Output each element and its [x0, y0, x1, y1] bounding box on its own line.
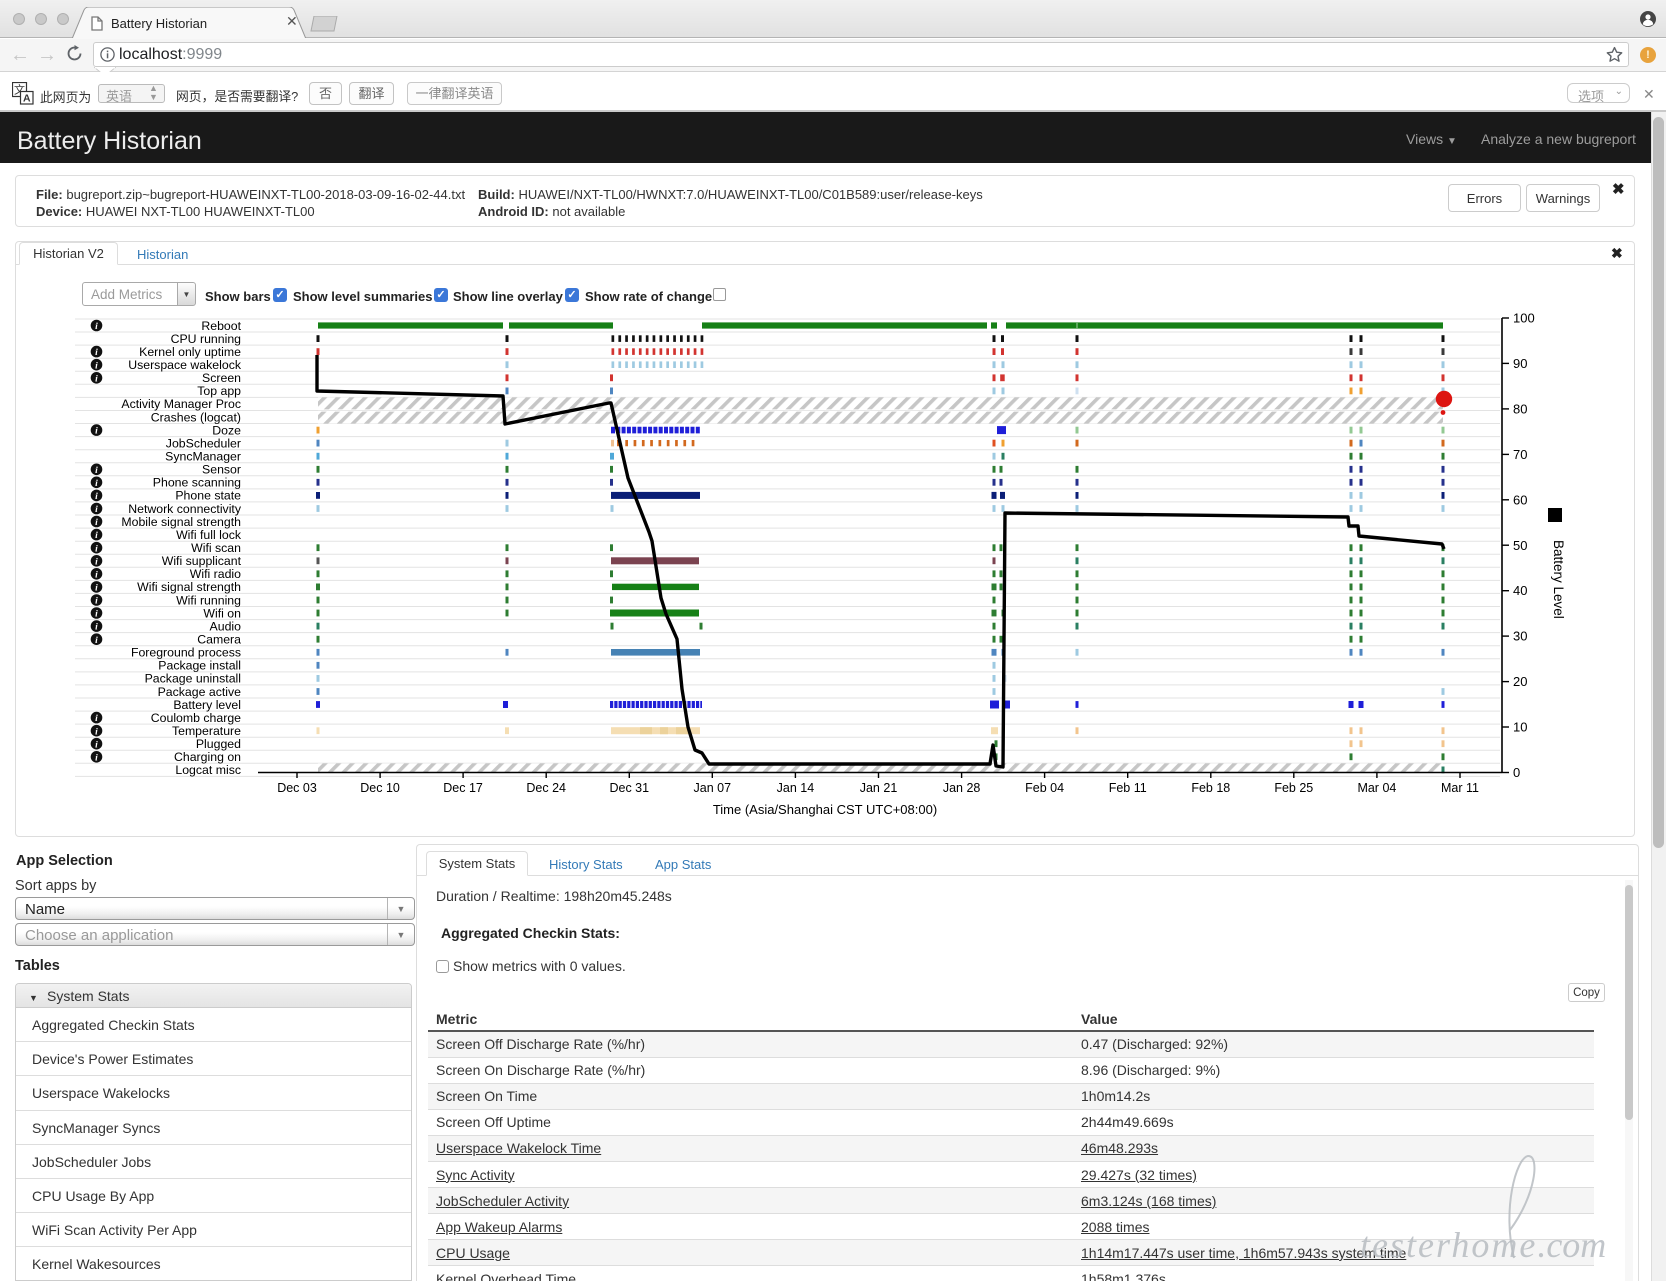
svg-text:Mar 04: Mar 04 [1357, 781, 1396, 795]
svg-text:i: i [95, 753, 98, 763]
svg-text:i: i [95, 518, 98, 528]
svg-text:Dec 31: Dec 31 [609, 781, 649, 795]
svg-text:Crashes (logcat): Crashes (logcat) [151, 410, 241, 424]
svg-text:Wifi radio: Wifi radio [190, 567, 241, 581]
svg-text:i: i [95, 740, 98, 750]
svg-text:Wifi full lock: Wifi full lock [176, 528, 242, 542]
svg-text:Coulomb charge: Coulomb charge [151, 711, 241, 725]
svg-text:i: i [95, 714, 98, 724]
svg-text:i: i [95, 361, 98, 371]
svg-text:SyncManager: SyncManager [165, 450, 241, 464]
svg-text:Mobile signal strength: Mobile signal strength [121, 515, 241, 529]
svg-text:i: i [95, 623, 98, 633]
svg-text:Camera: Camera [197, 633, 241, 647]
svg-text:Dec 10: Dec 10 [360, 781, 400, 795]
svg-text:CPU running: CPU running [171, 332, 242, 346]
svg-text:Charging on: Charging on [174, 750, 241, 764]
svg-text:Temperature: Temperature [172, 724, 241, 738]
svg-text:Battery level: Battery level [173, 698, 241, 712]
svg-text:Package install: Package install [158, 659, 241, 673]
svg-text:Audio: Audio [210, 619, 242, 633]
svg-text:Screen: Screen [202, 371, 241, 385]
svg-text:60: 60 [1513, 492, 1527, 507]
svg-text:Foreground process: Foreground process [131, 646, 241, 660]
svg-text:50: 50 [1513, 538, 1527, 553]
svg-text:Plugged: Plugged [196, 737, 241, 751]
svg-text:i: i [95, 374, 98, 384]
svg-text:Jan 07: Jan 07 [694, 781, 732, 795]
svg-text:Package uninstall: Package uninstall [145, 672, 241, 686]
svg-text:Wifi scan: Wifi scan [191, 541, 241, 555]
svg-text:i: i [95, 597, 98, 607]
svg-text:Feb 25: Feb 25 [1274, 781, 1313, 795]
svg-text:i: i [95, 322, 98, 332]
svg-text:Wifi running: Wifi running [176, 593, 241, 607]
svg-text:Reboot: Reboot [201, 319, 241, 333]
svg-text:Feb 11: Feb 11 [1109, 781, 1147, 795]
svg-text:Package active: Package active [158, 685, 242, 699]
svg-text:Wifi on: Wifi on [203, 606, 241, 620]
svg-text:10: 10 [1513, 720, 1527, 735]
svg-text:i: i [95, 610, 98, 620]
svg-text:Dec 03: Dec 03 [277, 781, 317, 795]
svg-text:Feb 04: Feb 04 [1025, 781, 1064, 795]
svg-text:Feb 18: Feb 18 [1191, 781, 1230, 795]
svg-text:i: i [95, 466, 98, 476]
svg-text:Dec 17: Dec 17 [443, 781, 483, 795]
svg-text:i: i [95, 584, 98, 594]
svg-text:90: 90 [1513, 356, 1527, 371]
svg-text:Logcat misc: Logcat misc [175, 763, 241, 777]
svg-text:Jan 28: Jan 28 [943, 781, 981, 795]
svg-text:Jan 14: Jan 14 [777, 781, 815, 795]
svg-text:100: 100 [1513, 311, 1535, 326]
svg-text:Wifi signal strength: Wifi signal strength [137, 580, 241, 594]
svg-text:i: i [95, 427, 98, 437]
svg-text:Activity Manager Proc: Activity Manager Proc [121, 397, 241, 411]
svg-text:Userspace wakelock: Userspace wakelock [128, 358, 242, 372]
svg-text:i: i [95, 557, 98, 567]
svg-text:Phone state: Phone state [175, 489, 241, 503]
svg-text:40: 40 [1513, 583, 1527, 598]
svg-text:Kernel only uptime: Kernel only uptime [139, 345, 241, 359]
svg-text:i: i [95, 492, 98, 502]
svg-text:Dec 24: Dec 24 [526, 781, 566, 795]
svg-text:80: 80 [1513, 401, 1527, 416]
svg-text:文: 文 [14, 83, 25, 97]
svg-text:0: 0 [1513, 765, 1520, 780]
svg-text:20: 20 [1513, 674, 1527, 689]
svg-text:Time (Asia/Shanghai CST UTC+08: Time (Asia/Shanghai CST UTC+08:00) [713, 802, 937, 817]
svg-text:i: i [95, 479, 98, 489]
svg-text:i: i [95, 505, 98, 515]
svg-text:30: 30 [1513, 629, 1527, 644]
svg-text:i: i [95, 636, 98, 646]
svg-text:Mar 11: Mar 11 [1441, 781, 1479, 795]
svg-text:i: i [95, 544, 98, 554]
svg-text:Doze: Doze [212, 423, 241, 437]
svg-text:Battery Level: Battery Level [1551, 540, 1566, 619]
svg-text:A: A [23, 93, 31, 105]
svg-text:i: i [95, 348, 98, 358]
svg-text:i: i [95, 727, 98, 737]
svg-text:i: i [95, 570, 98, 580]
svg-text:Jan 21: Jan 21 [860, 781, 898, 795]
svg-text:Top app: Top app [197, 384, 241, 398]
svg-text:Wifi supplicant: Wifi supplicant [162, 554, 242, 568]
svg-text:JobScheduler: JobScheduler [166, 436, 241, 450]
svg-text:70: 70 [1513, 447, 1527, 462]
svg-text:Sensor: Sensor [202, 463, 241, 477]
svg-text:Phone scanning: Phone scanning [153, 476, 241, 490]
svg-text:i: i [95, 531, 98, 541]
svg-text:Network connectivity: Network connectivity [128, 502, 242, 516]
